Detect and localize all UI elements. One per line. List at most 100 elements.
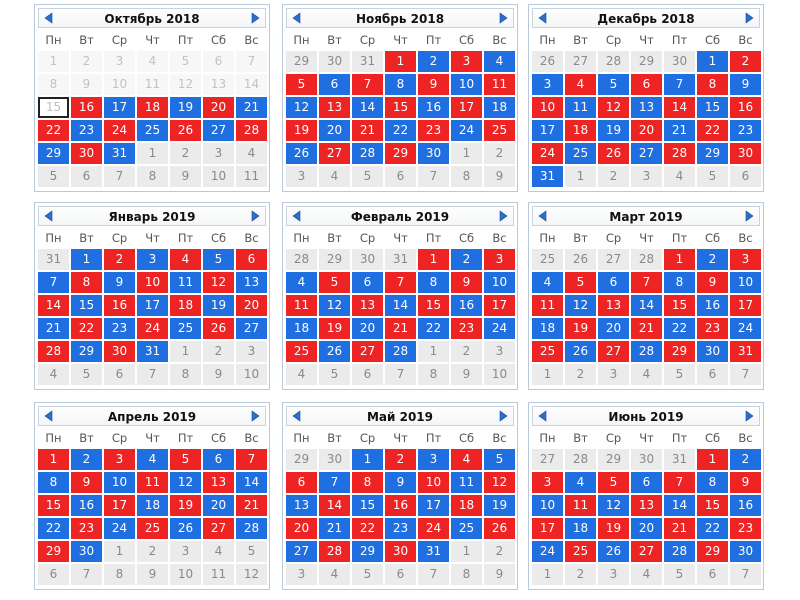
day-cell[interactable]: 15 [385, 97, 416, 118]
next-month-button[interactable] [497, 11, 511, 25]
day-cell[interactable]: 21 [631, 318, 662, 339]
day-cell[interactable]: 1 [697, 449, 728, 470]
day-cell[interactable]: 1 [532, 564, 563, 585]
prev-month-button[interactable] [535, 409, 549, 423]
day-cell[interactable]: 8 [697, 472, 728, 493]
day-cell[interactable]: 10 [532, 495, 563, 516]
day-cell[interactable]: 29 [319, 249, 350, 270]
day-cell[interactable]: 4 [203, 541, 234, 562]
day-cell[interactable]: 1 [71, 249, 102, 270]
day-cell[interactable]: 28 [352, 143, 383, 164]
day-cell[interactable]: 8 [137, 166, 168, 187]
day-cell[interactable]: 2 [451, 249, 482, 270]
day-cell[interactable]: 2 [565, 564, 596, 585]
day-cell[interactable]: 13 [236, 272, 267, 293]
day-cell[interactable]: 19 [170, 495, 201, 516]
day-cell[interactable]: 16 [730, 495, 761, 516]
day-cell[interactable]: 3 [418, 449, 449, 470]
day-cell[interactable]: 26 [319, 341, 350, 362]
day-cell[interactable]: 25 [532, 249, 563, 270]
day-cell[interactable]: 25 [137, 518, 168, 539]
day-cell[interactable]: 9 [451, 364, 482, 385]
day-cell[interactable]: 27 [631, 541, 662, 562]
day-cell[interactable]: 2 [565, 364, 596, 385]
day-cell[interactable]: 10 [730, 272, 761, 293]
prev-month-button[interactable] [41, 209, 55, 223]
day-cell[interactable]: 1 [170, 341, 201, 362]
day-cell[interactable]: 21 [664, 518, 695, 539]
day-cell[interactable]: 14 [236, 472, 267, 493]
day-cell[interactable]: 23 [71, 120, 102, 141]
day-cell[interactable]: 30 [664, 51, 695, 72]
prev-month-button[interactable] [535, 11, 549, 25]
day-cell[interactable]: 30 [631, 449, 662, 470]
day-cell[interactable]: 11 [286, 295, 317, 316]
day-cell[interactable]: 14 [319, 495, 350, 516]
day-cell[interactable]: 12 [286, 97, 317, 118]
day-cell[interactable]: 11 [565, 495, 596, 516]
day-cell[interactable]: 8 [104, 564, 135, 585]
day-cell[interactable]: 19 [319, 318, 350, 339]
day-cell[interactable]: 30 [319, 449, 350, 470]
day-cell[interactable]: 5 [697, 166, 728, 187]
day-cell[interactable]: 13 [286, 495, 317, 516]
day-cell[interactable]: 29 [286, 51, 317, 72]
day-cell[interactable]: 24 [104, 120, 135, 141]
day-cell[interactable]: 6 [203, 449, 234, 470]
day-cell[interactable]: 9 [104, 272, 135, 293]
day-cell[interactable]: 9 [730, 74, 761, 95]
day-cell[interactable]: 22 [697, 518, 728, 539]
day-cell[interactable]: 5 [170, 449, 201, 470]
day-cell[interactable]: 12 [484, 472, 515, 493]
day-cell[interactable]: 6 [697, 564, 728, 585]
day-cell[interactable]: 18 [532, 318, 563, 339]
day-cell[interactable]: 4 [236, 143, 267, 164]
day-cell[interactable]: 12 [319, 295, 350, 316]
day-cell[interactable]: 15 [352, 495, 383, 516]
day-cell[interactable]: 19 [286, 120, 317, 141]
day-cell[interactable]: 15 [697, 97, 728, 118]
day-cell[interactable]: 4 [664, 166, 695, 187]
day-cell[interactable]: 4 [631, 364, 662, 385]
day-cell[interactable]: 31 [664, 449, 695, 470]
day-cell[interactable]: 12 [170, 472, 201, 493]
day-cell[interactable]: 2 [598, 166, 629, 187]
day-cell[interactable]: 17 [104, 495, 135, 516]
day-cell[interactable]: 8 [418, 364, 449, 385]
day-cell[interactable]: 11 [236, 166, 267, 187]
day-cell[interactable]: 4 [565, 74, 596, 95]
day-cell[interactable]: 14 [664, 495, 695, 516]
day-cell[interactable]: 7 [104, 166, 135, 187]
day-cell[interactable]: 3 [598, 364, 629, 385]
day-cell[interactable]: 15 [418, 295, 449, 316]
day-cell[interactable]: 2 [71, 449, 102, 470]
day-cell[interactable]: 16 [730, 97, 761, 118]
day-cell[interactable]: 14 [38, 295, 69, 316]
day-cell[interactable]: 6 [385, 564, 416, 585]
day-cell[interactable]: 28 [236, 518, 267, 539]
day-cell[interactable]: 26 [170, 120, 201, 141]
day-cell[interactable]: 27 [565, 51, 596, 72]
day-cell[interactable]: 17 [418, 495, 449, 516]
day-cell[interactable]: 26 [598, 541, 629, 562]
day-cell[interactable]: 20 [236, 295, 267, 316]
day-cell[interactable]: 1 [137, 143, 168, 164]
day-cell[interactable]: 9 [137, 564, 168, 585]
day-cell[interactable]: 2 [104, 249, 135, 270]
day-cell[interactable]: 29 [286, 449, 317, 470]
day-cell[interactable]: 23 [730, 518, 761, 539]
day-cell[interactable]: 6 [38, 564, 69, 585]
day-cell[interactable]: 5 [565, 272, 596, 293]
day-cell[interactable]: 24 [730, 318, 761, 339]
day-cell[interactable]: 6 [730, 166, 761, 187]
day-cell[interactable]: 29 [71, 341, 102, 362]
day-cell[interactable]: 18 [137, 97, 168, 118]
day-cell[interactable]: 8 [385, 74, 416, 95]
next-month-button[interactable] [249, 409, 263, 423]
next-month-button[interactable] [497, 409, 511, 423]
prev-month-button[interactable] [41, 11, 55, 25]
day-cell[interactable]: 23 [104, 318, 135, 339]
day-cell[interactable]: 2 [484, 143, 515, 164]
day-cell[interactable]: 29 [38, 143, 69, 164]
day-cell[interactable]: 23 [385, 518, 416, 539]
